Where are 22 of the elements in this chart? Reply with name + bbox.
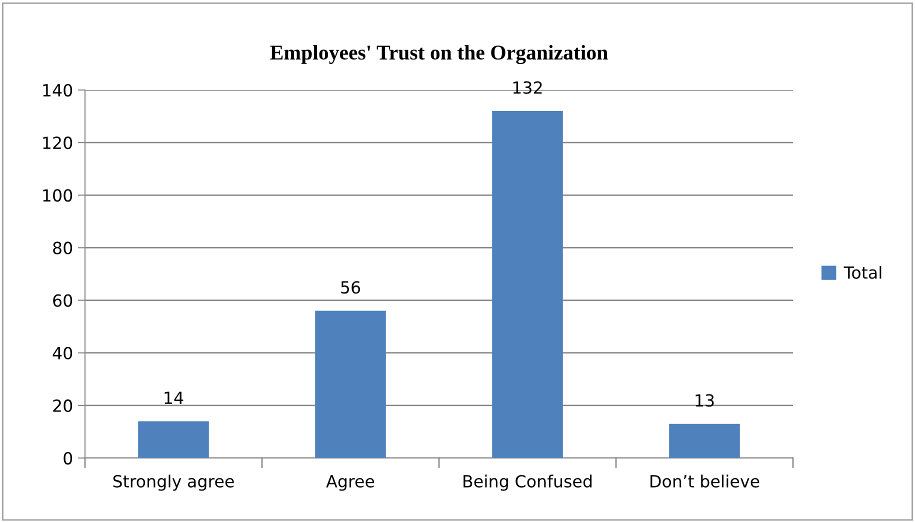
x-tick-label: Being Confused (464, 474, 592, 491)
y-tick-label: 140 (43, 84, 72, 97)
y-tick-label: 60 (53, 294, 72, 307)
x-tick-label: Don’t believe (650, 474, 760, 488)
y-tick-label: 120 (43, 136, 72, 150)
y-tick-label: 0 (64, 452, 72, 465)
y-tick-label: 20 (53, 399, 72, 412)
x-tick-label: Strongly agree (113, 474, 234, 491)
data-label: 56 (341, 281, 360, 294)
bar (315, 310, 386, 458)
data-label: 132 (513, 81, 542, 94)
y-tick-label: 100 (43, 189, 72, 202)
y-tick-label: 80 (53, 242, 72, 254)
bar (669, 424, 740, 458)
data-label: 13 (696, 394, 714, 407)
bar (138, 421, 209, 458)
x-tick-label: Agree (326, 475, 374, 491)
chart-title: Employees' Trust on the Organization (270, 44, 608, 64)
data-label: 14 (164, 392, 184, 404)
y-tick-label: 40 (52, 346, 72, 360)
bar (492, 111, 563, 458)
legend-label: Total (844, 266, 882, 279)
